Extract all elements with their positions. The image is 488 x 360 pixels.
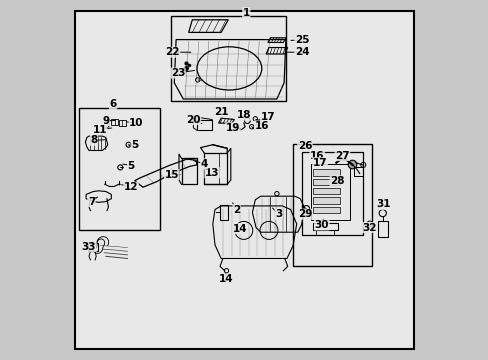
- Bar: [312, 223, 337, 230]
- Text: 10: 10: [129, 118, 143, 128]
- Text: 16: 16: [309, 150, 324, 161]
- Text: 31: 31: [375, 199, 389, 210]
- Text: 17: 17: [312, 158, 327, 168]
- Text: 33: 33: [81, 242, 96, 252]
- Bar: [79, 108, 160, 230]
- Text: 21: 21: [213, 107, 228, 117]
- Bar: [312, 169, 339, 176]
- Bar: [181, 158, 197, 184]
- Text: 5: 5: [131, 140, 138, 150]
- Text: 4: 4: [200, 159, 207, 169]
- Text: 14: 14: [232, 224, 247, 234]
- Text: 28: 28: [329, 176, 344, 186]
- Text: 23: 23: [170, 68, 185, 78]
- Text: 1: 1: [242, 8, 249, 18]
- Text: 17: 17: [260, 112, 275, 122]
- Text: 3: 3: [275, 209, 282, 219]
- Text: 13: 13: [204, 168, 219, 178]
- Bar: [377, 221, 387, 237]
- Text: 29: 29: [297, 209, 311, 219]
- Bar: [170, 16, 285, 101]
- Bar: [292, 144, 371, 266]
- Text: 19: 19: [225, 123, 240, 133]
- Bar: [310, 164, 349, 220]
- Bar: [312, 179, 339, 185]
- Bar: [111, 119, 118, 125]
- Text: 15: 15: [164, 170, 179, 180]
- Bar: [88, 243, 98, 251]
- Text: 12: 12: [123, 182, 138, 192]
- Text: 20: 20: [186, 114, 200, 125]
- Text: 14: 14: [218, 274, 233, 284]
- Text: 27: 27: [334, 150, 349, 161]
- Text: 9: 9: [102, 116, 109, 126]
- Text: 16: 16: [254, 121, 268, 131]
- Bar: [312, 197, 339, 204]
- Text: 5: 5: [127, 161, 135, 171]
- Bar: [220, 205, 228, 220]
- Text: 32: 32: [362, 222, 376, 233]
- Text: 25: 25: [294, 35, 309, 45]
- Bar: [312, 207, 339, 213]
- Text: 2: 2: [232, 204, 240, 215]
- Text: 24: 24: [294, 47, 309, 57]
- Bar: [312, 188, 339, 194]
- Bar: [204, 153, 227, 184]
- Text: 6: 6: [109, 99, 117, 109]
- Text: 11: 11: [92, 125, 107, 135]
- Bar: [302, 152, 362, 235]
- Bar: [119, 120, 125, 126]
- Bar: [354, 167, 362, 176]
- Text: 18: 18: [236, 110, 250, 120]
- Text: 26: 26: [297, 141, 312, 151]
- Text: 22: 22: [165, 47, 180, 57]
- Bar: [197, 120, 212, 130]
- Text: 8: 8: [90, 135, 98, 145]
- Text: 30: 30: [314, 220, 328, 230]
- Text: 7: 7: [88, 197, 95, 207]
- Circle shape: [347, 160, 356, 169]
